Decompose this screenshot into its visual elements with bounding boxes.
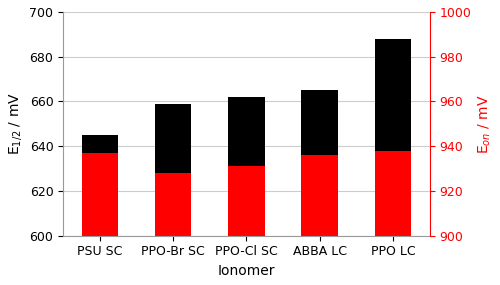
Bar	[82, 135, 118, 153]
Bar	[374, 39, 411, 151]
X-axis label: Ionomer: Ionomer	[218, 264, 275, 278]
Y-axis label: E$_{on}$ / mV: E$_{on}$ / mV	[476, 94, 493, 154]
Bar	[228, 166, 264, 236]
Bar	[302, 155, 338, 236]
Bar	[302, 90, 338, 155]
Bar	[155, 104, 192, 173]
Bar	[155, 173, 192, 236]
Y-axis label: E$_{1/2}$ / mV: E$_{1/2}$ / mV	[7, 92, 24, 155]
Bar	[374, 151, 411, 236]
Bar	[82, 153, 118, 236]
Bar	[228, 97, 264, 166]
